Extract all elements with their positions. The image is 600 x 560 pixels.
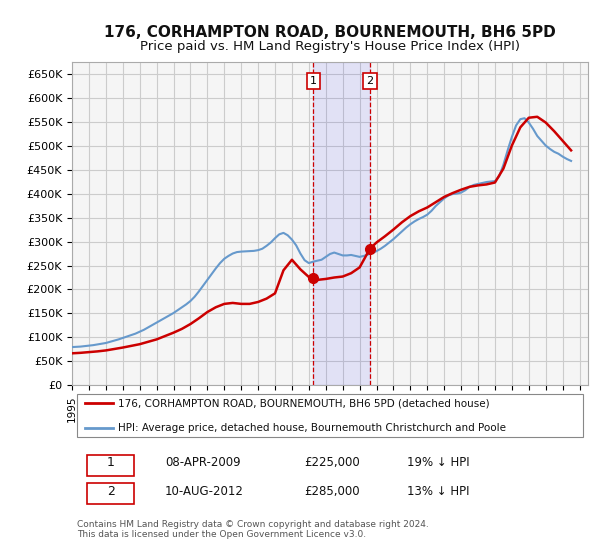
Text: £285,000: £285,000 <box>304 484 360 498</box>
Text: £225,000: £225,000 <box>304 456 360 469</box>
Text: 13% ↓ HPI: 13% ↓ HPI <box>407 484 470 498</box>
Text: 176, CORHAMPTON ROAD, BOURNEMOUTH, BH6 5PD: 176, CORHAMPTON ROAD, BOURNEMOUTH, BH6 5… <box>104 25 556 40</box>
Text: Contains HM Land Registry data © Crown copyright and database right 2024.
This d: Contains HM Land Registry data © Crown c… <box>77 520 429 539</box>
FancyBboxPatch shape <box>88 483 134 504</box>
Text: Price paid vs. HM Land Registry's House Price Index (HPI): Price paid vs. HM Land Registry's House … <box>140 40 520 53</box>
FancyBboxPatch shape <box>77 394 583 437</box>
Bar <box>313 62 370 385</box>
Text: 08-APR-2009: 08-APR-2009 <box>165 456 241 469</box>
Text: 2: 2 <box>107 484 115 498</box>
Text: 176, CORHAMPTON ROAD, BOURNEMOUTH, BH6 5PD (detached house): 176, CORHAMPTON ROAD, BOURNEMOUTH, BH6 5… <box>118 399 490 408</box>
Text: HPI: Average price, detached house, Bournemouth Christchurch and Poole: HPI: Average price, detached house, Bour… <box>118 423 506 433</box>
Text: 1: 1 <box>310 76 317 86</box>
FancyBboxPatch shape <box>88 455 134 475</box>
Text: 19% ↓ HPI: 19% ↓ HPI <box>407 456 470 469</box>
Text: 10-AUG-2012: 10-AUG-2012 <box>165 484 244 498</box>
Text: 1: 1 <box>107 456 115 469</box>
Text: 2: 2 <box>367 76 373 86</box>
